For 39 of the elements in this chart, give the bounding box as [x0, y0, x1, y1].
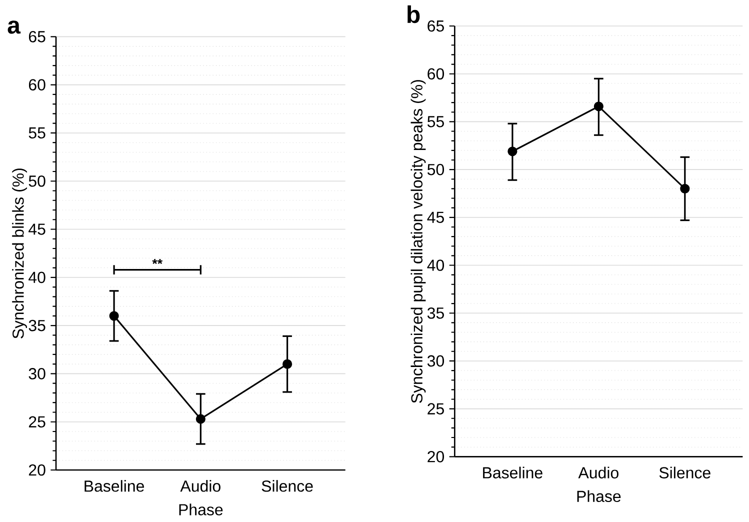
x-axis-title: Phase — [179, 504, 223, 516]
point — [282, 359, 292, 369]
y-tick-label: 65 — [428, 20, 444, 32]
x-tick-label: Audio — [578, 466, 618, 478]
y-tick-label: 65 — [28, 31, 46, 42]
point — [109, 311, 119, 321]
y-tick-label: 30 — [28, 368, 46, 380]
chart-title: b — [408, 5, 420, 24]
point — [594, 102, 604, 112]
y-tick-label: 20 — [428, 451, 444, 462]
y-tick-label: 40 — [28, 272, 46, 284]
y-axis-title: Synchronized blinks (%) — [12, 168, 28, 338]
y-tick-label: 40 — [427, 260, 444, 271]
y-tick-label: 25 — [428, 403, 444, 414]
point — [196, 414, 206, 424]
point — [680, 184, 690, 194]
y-tick-label: 45 — [427, 212, 444, 223]
y-tick-label: 50 — [427, 164, 444, 176]
x-axis-title: Phase — [577, 490, 621, 502]
y-tick-label: 60 — [428, 68, 444, 80]
x-tick-label: Silence — [262, 480, 313, 492]
x-tick-label: Baseline — [84, 480, 144, 492]
annotation: ** — [152, 259, 163, 264]
y-tick-label: 25 — [28, 416, 46, 428]
y-tick-label: 45 — [28, 224, 46, 235]
y-tick-label: 50 — [28, 175, 46, 187]
y-tick-label: 35 — [28, 320, 46, 332]
y-tick-label: 55 — [427, 116, 444, 128]
y-tick-label: 60 — [28, 79, 46, 90]
point — [508, 146, 518, 156]
y-tick-label: 55 — [28, 127, 46, 139]
x-tick-label: Silence — [659, 466, 710, 478]
chart-title: a — [8, 20, 21, 34]
y-tick-label: 20 — [28, 464, 46, 476]
y-tick-label: 35 — [427, 307, 444, 319]
x-tick-label: Baseline — [483, 466, 542, 478]
y-tick-label: 30 — [427, 355, 444, 367]
x-tick-label: Audio — [180, 480, 220, 492]
y-axis-title: Synchronized pupil dilation velocity peaks (%) — [410, 80, 426, 403]
